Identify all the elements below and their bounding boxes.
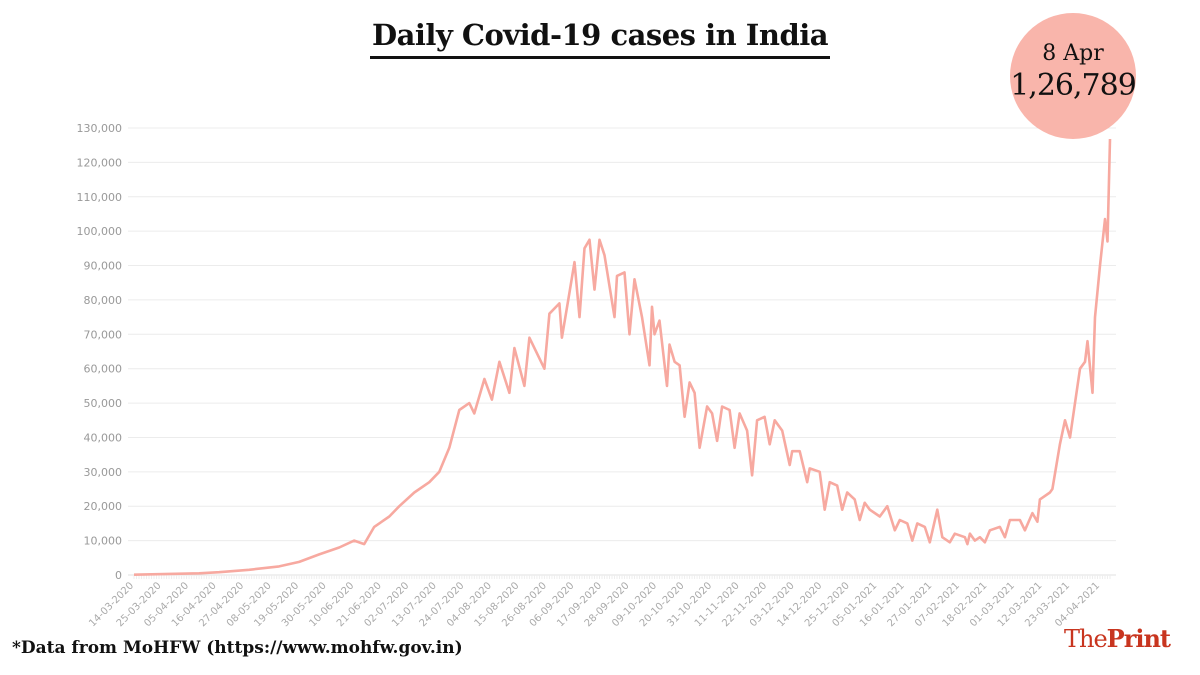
y-axis: 0 10,000 20,000 30,000 40,000 50,000 60,000 70,… — [77, 122, 123, 582]
y-tick-label: 30,000 — [84, 466, 123, 479]
daily-cases-line — [133, 138, 1112, 576]
theprint-logo: ThePrint — [1064, 624, 1171, 653]
y-tick-label: 10,000 — [84, 535, 123, 548]
y-tick-label: 120,000 — [77, 156, 123, 169]
y-tick-label: 40,000 — [84, 431, 123, 444]
y-tick-label: 0 — [115, 569, 122, 582]
y-tick-label: 60,000 — [84, 363, 123, 376]
gridlines — [128, 127, 1116, 576]
chart-title-container: Daily Covid-19 cases in India — [0, 18, 1200, 59]
y-tick-label: 70,000 — [84, 328, 123, 341]
y-tick-label: 90,000 — [84, 260, 123, 273]
y-tick-label: 110,000 — [77, 191, 123, 204]
y-tick-label: 130,000 — [77, 122, 123, 135]
y-tick-label: 100,000 — [77, 225, 123, 238]
logo-print: Print — [1106, 624, 1171, 653]
badge-date: 8 Apr — [1042, 41, 1104, 66]
x-axis: 14-03-202025-03-202005-04-202016-04-2020… — [87, 575, 1111, 629]
y-tick-label: 50,000 — [84, 397, 123, 410]
y-tick-label: 80,000 — [84, 294, 123, 307]
latest-value-badge: 8 Apr 1,26,789 — [1010, 13, 1137, 139]
source-footnote: *Data from MoHFW (https://www.mohfw.gov.… — [12, 638, 463, 658]
badge-value: 1,26,789 — [1010, 68, 1137, 103]
y-tick-label: 20,000 — [84, 500, 123, 513]
chart-title: Daily Covid-19 cases in India — [369, 18, 831, 59]
logo-the: The — [1064, 625, 1108, 653]
